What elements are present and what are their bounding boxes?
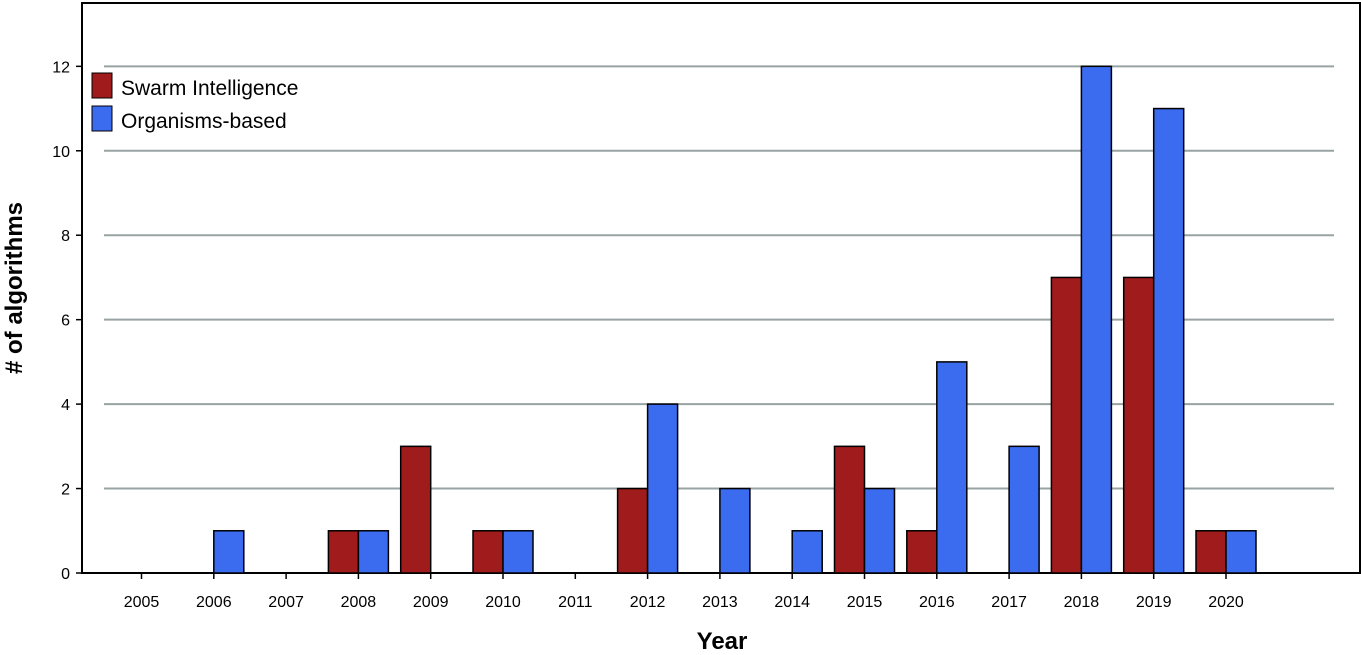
x-axis-title: Year [697,628,748,655]
x-tick-label-2009: 2009 [413,594,449,611]
legend: Swarm Intelligence Organisms-based [91,72,298,133]
x-tick-label-2011: 2011 [558,594,593,611]
bar-organisms-based-2020 [1225,530,1257,574]
bar-swarm-intelligence-2015 [833,445,866,574]
bar-organisms-based-2012 [646,403,679,574]
bar-swarm-intelligence-2009 [399,445,432,574]
y-tick-label: 12 [52,59,70,76]
x-tick-label-2019: 2019 [1136,594,1172,611]
bars [213,65,1257,574]
x-tick-label-2014: 2014 [774,594,810,611]
bar-swarm-intelligence-2016 [906,530,938,574]
y-tick-label: 4 [61,397,70,414]
y-axis-title: # of algorithms [1,202,28,374]
x-tick-label-2006: 2006 [196,594,232,611]
bar-organisms-based-2014 [791,530,823,574]
bar-organisms-based-2008 [357,530,390,574]
bar-organisms-based-2019 [1152,107,1185,574]
x-tick-label-2005: 2005 [124,594,160,611]
legend-swatch-swarm-intelligence [91,72,113,99]
bar-organisms-based-2010 [502,530,534,574]
bar-swarm-intelligence-2012 [616,487,649,574]
x-tick-label-2016: 2016 [919,594,955,611]
y-tick-label: 0 [61,566,70,583]
bar-organisms-based-2006 [213,530,245,574]
bar-swarm-intelligence-2020 [1195,530,1227,574]
y-tick-label: 2 [61,482,70,499]
x-tick-label-2017: 2017 [991,594,1027,611]
y-axis-ticks: 0 2 4 6 8 10 12 [52,59,82,583]
bar-organisms-based-2017 [1008,445,1040,574]
bar-organisms-based-2013 [719,487,751,574]
x-tick-label-2012: 2012 [630,594,666,611]
bar-swarm-intelligence-2019 [1122,276,1155,574]
bar-swarm-intelligence-2018 [1050,276,1083,574]
legend-label-organisms-based: Organisms-based [121,110,287,133]
bar-swarm-intelligence-2010 [472,530,504,574]
legend-swatch-organisms-based [91,105,113,132]
x-tick-label-2010: 2010 [485,594,521,611]
y-tick-label: 10 [52,144,70,161]
bar-organisms-based-2015 [863,487,896,574]
bar-swarm-intelligence-2008 [327,530,360,574]
x-tick-label-2007: 2007 [268,594,304,611]
x-tick-label-2008: 2008 [341,594,377,611]
legend-label-swarm-intelligence: Swarm Intelligence [121,77,298,100]
x-tick-label-2020: 2020 [1208,594,1244,611]
bar-organisms-based-2016 [936,361,968,574]
x-tick-label-2018: 2018 [1064,594,1100,611]
y-tick-label: 8 [61,228,70,245]
bar-organisms-based-2018 [1080,65,1113,574]
x-tick-label-2013: 2013 [702,594,738,611]
x-axis-ticks: 2005 2006 2007 2008 2009 2010 2011 2012 2013 2014… [124,573,1244,611]
x-tick-label-2015: 2015 [847,594,883,611]
y-tick-label: 6 [61,313,70,330]
